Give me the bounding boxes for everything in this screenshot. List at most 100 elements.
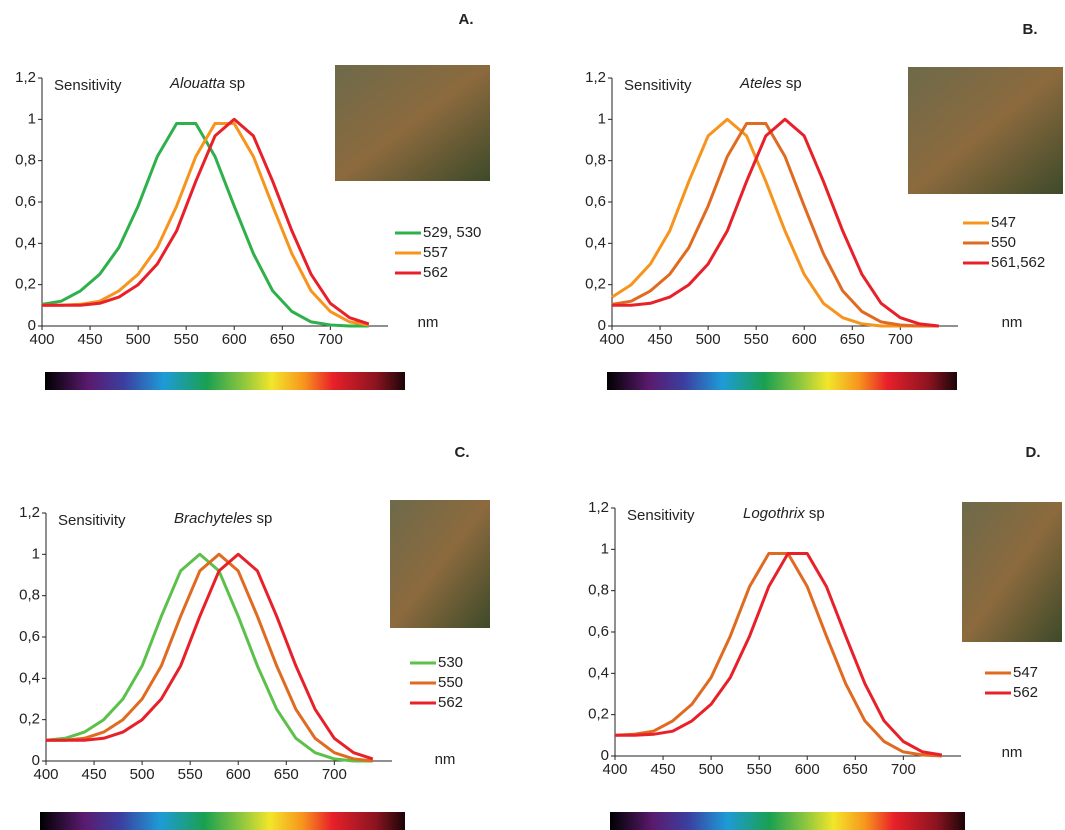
y-tick-label: 1 [598,110,606,127]
x-tick-label: 700 [888,331,913,348]
y-tick-label: 0,6 [19,628,40,645]
x-tick-label: 600 [222,331,247,348]
x-tick-label: 450 [78,331,103,348]
y-axis-title: Sensitivity [58,512,126,529]
y-tick-label: 0,8 [19,587,40,604]
series-line [46,552,373,763]
y-tick-label: 1 [28,110,36,127]
x-tick-label: 400 [29,331,54,348]
y-axis-title: Sensitivity [624,77,692,94]
x-tick-label: 550 [747,761,772,778]
spectrum-bar [45,372,405,390]
series-line [46,552,374,761]
title-genus: Brachyteles [174,510,253,527]
x-tick-label: 650 [274,766,299,783]
title-genus: Alouatta [169,75,225,92]
spectrum-bar [40,812,405,830]
y-tick-label: 0,6 [15,193,36,210]
x-tick-label: 400 [599,331,624,348]
title-suffix: sp [809,505,825,522]
y-tick-label: 0,8 [588,582,609,599]
photo [962,502,1062,642]
legend-label: 547 [991,214,1016,231]
x-tick-label: 450 [648,331,673,348]
x-axis-title: nm [435,751,456,768]
spectrum-bar [607,372,957,390]
y-tick-label: 0,2 [585,276,606,293]
x-tick-label: 400 [602,761,627,778]
x-tick-label: 550 [178,766,203,783]
x-tick-label: 450 [651,761,676,778]
chart-title: Alouatta sp [169,75,245,92]
photo [908,67,1063,194]
y-tick-label: 1 [601,540,609,557]
y-axis-title: Sensitivity [627,507,695,524]
y-tick-label: 0,6 [585,193,606,210]
x-tick-label: 500 [696,331,721,348]
series-line [611,117,939,328]
x-tick-label: 600 [795,761,820,778]
panel-label: D. [1026,444,1041,461]
legend-label: 529, 530 [423,224,481,241]
x-tick-label: 650 [270,331,295,348]
y-tick-label: 0 [32,752,40,769]
title-genus: Ateles [739,75,782,92]
x-tick-label: 500 [699,761,724,778]
x-tick-label: 700 [891,761,916,778]
y-tick-label: 0,8 [15,152,36,169]
y-tick-label: 0 [601,747,609,764]
y-tick-label: 0,2 [15,276,36,293]
panel-label: B. [1023,21,1038,38]
x-tick-label: 700 [322,766,347,783]
series-line [41,122,369,328]
series-line [45,552,373,763]
y-tick-label: 0,2 [588,706,609,723]
chart-title: Logothrix sp [743,505,825,522]
x-axis-title: nm [1002,314,1023,331]
y-tick-label: 1 [32,545,40,562]
photo [335,65,490,181]
legend-label: 561,562 [991,254,1045,271]
legend-label: 557 [423,244,448,261]
chart-title: Ateles sp [739,75,802,92]
legend-label: 530 [438,654,463,671]
photo [390,500,490,628]
x-tick-label: 700 [318,331,343,348]
legend-label: 550 [438,674,463,691]
x-tick-label: 650 [843,761,868,778]
y-tick-label: 0,2 [19,711,40,728]
legend-label: 562 [438,694,463,711]
x-tick-label: 450 [82,766,107,783]
x-tick-label: 650 [840,331,865,348]
panel-label: A. [459,11,474,28]
series-line [611,122,939,328]
y-tick-label: 0,4 [585,234,606,251]
y-tick-label: 1,2 [588,499,609,516]
legend-label: 547 [1013,664,1038,681]
x-tick-label: 600 [792,331,817,348]
series-line [614,552,942,758]
x-tick-label: 400 [33,766,58,783]
y-tick-label: 0,4 [15,234,36,251]
series-line [612,117,939,328]
series-line [42,122,370,327]
title-genus: Logothrix [743,505,805,522]
legend-label: 562 [423,264,448,281]
title-suffix: sp [229,75,245,92]
spectrum-bar [610,812,965,830]
y-tick-label: 0 [28,317,36,334]
x-axis-title: nm [418,314,439,331]
y-tick-label: 1,2 [19,504,40,521]
title-suffix: sp [786,75,802,92]
x-tick-label: 500 [126,331,151,348]
title-suffix: sp [257,510,273,527]
series-line [42,117,370,326]
legend-label: 550 [991,234,1016,251]
y-axis-title: Sensitivity [54,77,122,94]
x-tick-label: 550 [174,331,199,348]
x-tick-label: 600 [226,766,251,783]
x-tick-label: 500 [130,766,155,783]
y-tick-label: 1,2 [15,69,36,86]
x-tick-label: 550 [744,331,769,348]
